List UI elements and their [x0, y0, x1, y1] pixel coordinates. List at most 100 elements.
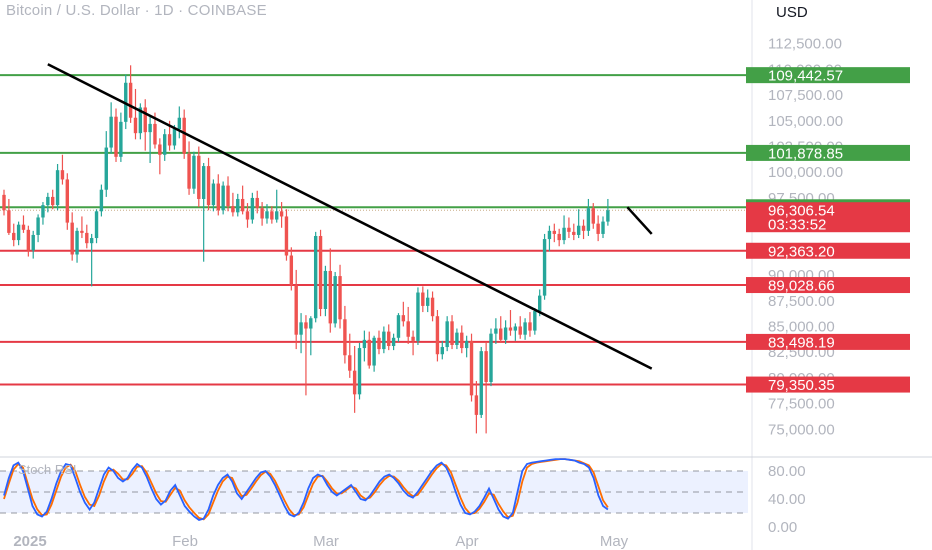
candle-body [474, 395, 479, 415]
time-tick-label: Mar [313, 533, 339, 550]
candle-body [445, 321, 449, 348]
candle-body [518, 326, 522, 335]
candle-body [60, 170, 65, 180]
candle-body [572, 231, 576, 235]
candle-body [508, 327, 513, 331]
candle [450, 315, 454, 350]
candle [445, 316, 449, 352]
candle [46, 192, 50, 213]
candle-body [294, 285, 298, 335]
candle-body [601, 221, 605, 234]
candle [382, 326, 386, 354]
candle-body [450, 321, 454, 345]
time-axis[interactable]: 2025 Feb Mar Apr May [13, 533, 628, 550]
candle-body [440, 347, 444, 355]
candle-body [411, 336, 415, 341]
currency-label[interactable]: USD [776, 4, 808, 21]
candle [109, 102, 113, 154]
candle-body [216, 183, 220, 211]
candle [606, 198, 610, 226]
candle-body [26, 229, 31, 251]
chart-title: Bitcoin / U.S. Dollar · 1D · COINBASE [6, 2, 267, 19]
candle-body [494, 328, 498, 334]
price-tick-label: 105,000.00 [768, 113, 843, 130]
candle [567, 217, 571, 239]
candle [299, 313, 303, 354]
level-badge [746, 277, 910, 294]
candle [372, 335, 376, 372]
candle-body [538, 295, 542, 312]
candle [260, 202, 264, 226]
candle-body [523, 322, 527, 335]
candle-body [435, 316, 440, 355]
candle [474, 380, 479, 434]
candle [523, 318, 527, 340]
candle [75, 227, 79, 263]
candle [148, 115, 152, 163]
time-tick-label: May [600, 533, 629, 550]
level-label: 92,363.20 [768, 243, 835, 260]
candle-body [503, 327, 508, 340]
candle-body [41, 205, 45, 218]
candle [460, 325, 464, 354]
candle [177, 106, 182, 139]
candle [542, 233, 547, 300]
level-badge [746, 242, 910, 259]
candle [31, 230, 35, 259]
candle-body [484, 351, 488, 382]
stoch-rsi-pane: 80.00 40.00 0.00 [0, 456, 932, 536]
candle [70, 212, 74, 261]
candle-body [586, 208, 591, 231]
candle-body [250, 197, 255, 220]
candle [255, 190, 259, 214]
candle-body [167, 134, 172, 146]
candle [21, 215, 26, 233]
countdown-label: 03:33:52 [768, 217, 826, 234]
candle [387, 324, 391, 351]
candle-body [99, 189, 104, 212]
stoch-d-line [3, 458, 609, 521]
candle-body [581, 225, 586, 231]
candle-body [416, 292, 420, 341]
candle [576, 209, 581, 239]
candle-body [396, 315, 401, 338]
candle-body [119, 121, 123, 157]
candle-body [557, 233, 561, 241]
candle-body [362, 339, 367, 349]
level-badge [746, 144, 910, 161]
level-badge [746, 376, 910, 393]
candle-body [309, 318, 313, 329]
candle-body [387, 331, 391, 347]
candle-body [479, 351, 483, 415]
candle [430, 291, 435, 322]
candle [236, 193, 240, 217]
candle [309, 316, 313, 356]
candle-body [275, 211, 279, 220]
level-label: 101,878.85 [768, 145, 843, 162]
candle [119, 112, 123, 162]
candle-body [192, 155, 196, 189]
candle-body [12, 232, 16, 241]
candle [596, 215, 600, 242]
trendline [626, 206, 653, 235]
candle-body [338, 276, 342, 320]
candle-body [489, 333, 493, 382]
level-badge [746, 67, 910, 84]
candle [114, 108, 118, 162]
candle-body [367, 339, 371, 366]
candle [12, 223, 16, 247]
candle [245, 203, 250, 228]
stoch-tick-label: 0.00 [768, 519, 797, 536]
time-tick-label: Feb [172, 533, 198, 550]
candle [518, 316, 522, 339]
candle [406, 306, 410, 344]
candle-body [289, 255, 294, 286]
trendlines [47, 63, 653, 370]
candle [138, 103, 143, 140]
candle [572, 223, 576, 241]
candle-body [591, 208, 595, 224]
candle-body [51, 196, 55, 206]
price-tick-label: 112,500.00 [768, 36, 842, 53]
candle-body [279, 211, 284, 217]
